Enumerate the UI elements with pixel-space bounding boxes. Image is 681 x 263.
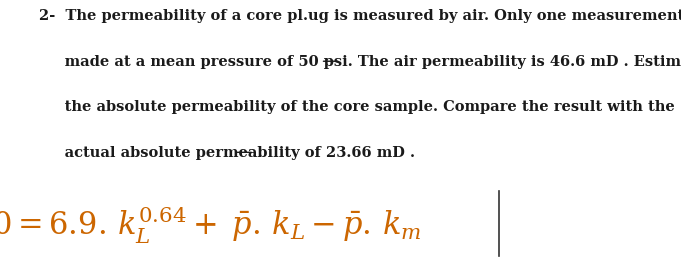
- Text: made at a mean pressure of 50 psi. The air permeability is 46.6 mD . Estimate: made at a mean pressure of 50 psi. The a…: [39, 55, 681, 69]
- Text: actual absolute permeability of 23.66 mD .: actual absolute permeability of 23.66 mD…: [39, 146, 415, 160]
- Text: the absolute permeability of the core sample. Compare the result with the: the absolute permeability of the core sa…: [39, 100, 675, 114]
- Text: 2-  The permeability of a core pl.ug is measured by air. Only one measurement is: 2- The permeability of a core pl.ug is m…: [39, 9, 681, 23]
- Text: $0 = 6.9.\, k_L^{0.64} + \;\bar{p}.\, k_L - \bar{p}.\, k_m$: $0 = 6.9.\, k_L^{0.64} + \;\bar{p}.\, k_…: [0, 204, 421, 246]
